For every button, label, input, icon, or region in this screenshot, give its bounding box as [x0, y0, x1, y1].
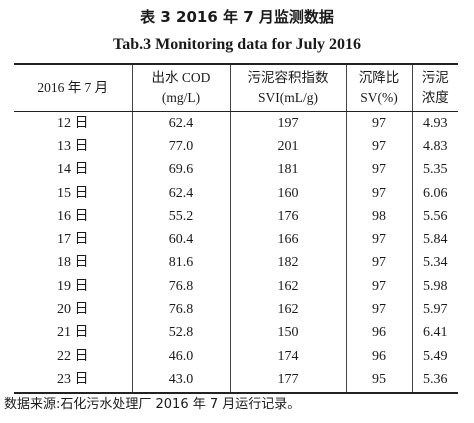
table-row: 16 日 55.2 176 98 5.56	[14, 205, 458, 229]
cell-cod: 52.8	[131, 321, 230, 345]
cell-date: 16 日	[57, 208, 89, 224]
cell-concentration: 5.49	[411, 344, 458, 369]
header-svi-label: 污泥容积指数	[247, 70, 329, 85]
header-concentration-line1: 污泥	[421, 70, 449, 85]
table-row: 17 日 60.4 166 97 5.84	[14, 228, 458, 252]
cell-date: 17 日	[57, 232, 89, 248]
header-cod-unit: (mg/L)	[161, 90, 201, 105]
table-row: 20 日 76.8 162 97 5.97	[14, 298, 458, 322]
table-title-chinese: 表 3 2016 年 7 月监测数据	[140, 8, 334, 26]
header-svi-unit: SVI(mL/g)	[258, 90, 318, 105]
cell-concentration: 6.41	[411, 321, 458, 345]
cell-cod: 62.4	[131, 111, 230, 136]
cell-svi: 162	[229, 275, 346, 299]
cell-sv: 95	[345, 368, 412, 394]
header-date: 2016 年 7 月	[14, 63, 132, 112]
cell-date: 15 日	[57, 185, 89, 201]
header-date-label: 2016 年 7 月	[37, 80, 109, 95]
cell-concentration: 5.35	[411, 158, 458, 182]
header-svi: 污泥容积指数 SVI(mL/g)	[229, 63, 346, 112]
cell-concentration: 5.98	[411, 275, 458, 299]
header-sv-unit: SV(%)	[360, 90, 398, 105]
cell-date: 23 日	[14, 368, 132, 394]
cell-concentration: 6.06	[411, 181, 458, 206]
cell-date: 20 日	[57, 302, 89, 318]
cell-svi: 201	[229, 135, 346, 159]
cell-sv: 97	[345, 111, 412, 136]
cell-cod: 55.2	[131, 205, 230, 229]
table-row: 18 日 81.6 182 97 5.34	[14, 251, 458, 276]
table-row: 22 日 46.0 174 96 5.49	[14, 344, 458, 369]
header-cod-label: 出水 COD	[151, 70, 211, 85]
cell-concentration: 4.83	[411, 135, 458, 159]
cell-cod: 69.6	[131, 158, 230, 182]
cell-svi: 197	[229, 111, 346, 136]
cell-concentration: 5.97	[411, 298, 458, 322]
cell-date: 18 日	[57, 255, 89, 271]
table-title-english: Tab.3 Monitoring data for July 2016	[112, 36, 362, 53]
header-cod: 出水 COD (mg/L)	[131, 63, 230, 112]
header-row: 2016 年 7 月 出水 COD (mg/L) 污泥容积指数 SVI(mL/g…	[14, 63, 458, 112]
table-row: 13 日 77.0 201 97 4.83	[14, 135, 458, 159]
cell-svi: 176	[229, 205, 346, 229]
cell-date: 14 日	[57, 162, 89, 178]
table-row: 15 日 62.4 160 97 6.06	[14, 181, 458, 206]
header-sv-label: 沉降比	[358, 70, 400, 85]
cell-sv: 97	[345, 298, 412, 322]
cell-sv: 97	[345, 135, 412, 159]
cell-date: 13 日	[57, 138, 89, 154]
cell-svi: 160	[229, 181, 346, 206]
cell-svi: 150	[229, 321, 346, 345]
table-row: 21 日 52.8 150 96 6.41	[14, 321, 458, 345]
table-row: 23 日 43.0 177 95 5.36	[14, 368, 458, 394]
cell-concentration: 5.84	[411, 228, 458, 252]
cell-sv: 97	[345, 275, 412, 299]
header-concentration: 污泥 浓度	[411, 63, 458, 112]
cell-sv: 97	[345, 181, 412, 206]
cell-sv: 97	[345, 158, 412, 182]
monitoring-data-table: 2016 年 7 月 出水 COD (mg/L) 污泥容积指数 SVI(mL/g…	[14, 63, 458, 394]
cell-cod: 43.0	[131, 368, 230, 394]
cell-sv: 98	[345, 205, 412, 229]
header-concentration-line2: 浓度	[421, 90, 449, 105]
cell-cod: 62.4	[131, 181, 230, 206]
cell-sv: 96	[345, 344, 412, 369]
cell-cod: 76.8	[131, 275, 230, 299]
cell-svi: 181	[229, 158, 346, 182]
cell-sv: 97	[345, 251, 412, 276]
table-row: 19 日 76.8 162 97 5.98	[14, 275, 458, 299]
table-row: 12 日 62.4 197 97 4.93	[14, 111, 458, 136]
cell-date: 12 日	[57, 115, 89, 131]
cell-cod: 76.8	[131, 298, 230, 322]
table-header: 2016 年 7 月 出水 COD (mg/L) 污泥容积指数 SVI(mL/g…	[14, 63, 458, 112]
cell-concentration: 4.93	[411, 111, 458, 136]
cell-svi: 162	[229, 298, 346, 322]
cell-date: 22 日	[57, 348, 89, 364]
cell-date: 19 日	[57, 278, 89, 294]
cell-concentration: 5.36	[411, 368, 458, 394]
cell-cod: 46.0	[131, 344, 230, 369]
cell-concentration: 5.34	[411, 251, 458, 276]
cell-svi: 177	[229, 368, 346, 394]
table-footnote: 数据来源:石化污水处理厂 2016 年 7 月运行记录。	[4, 397, 301, 412]
cell-svi: 166	[229, 228, 346, 252]
cell-sv: 96	[345, 321, 412, 345]
cell-cod: 60.4	[131, 228, 230, 252]
header-sv: 沉降比 SV(%)	[345, 63, 412, 112]
cell-cod: 81.6	[131, 251, 230, 276]
cell-concentration: 5.56	[411, 205, 458, 229]
cell-cod: 77.0	[131, 135, 230, 159]
cell-sv: 97	[345, 228, 412, 252]
table-row: 14 日 69.6 181 97 5.35	[14, 158, 458, 182]
table-body: 12 日 62.4 197 97 4.93 13 日 77.0 201 97 4…	[14, 111, 458, 394]
cell-date: 21 日	[57, 325, 89, 341]
cell-svi: 182	[229, 251, 346, 276]
cell-svi: 174	[229, 344, 346, 369]
